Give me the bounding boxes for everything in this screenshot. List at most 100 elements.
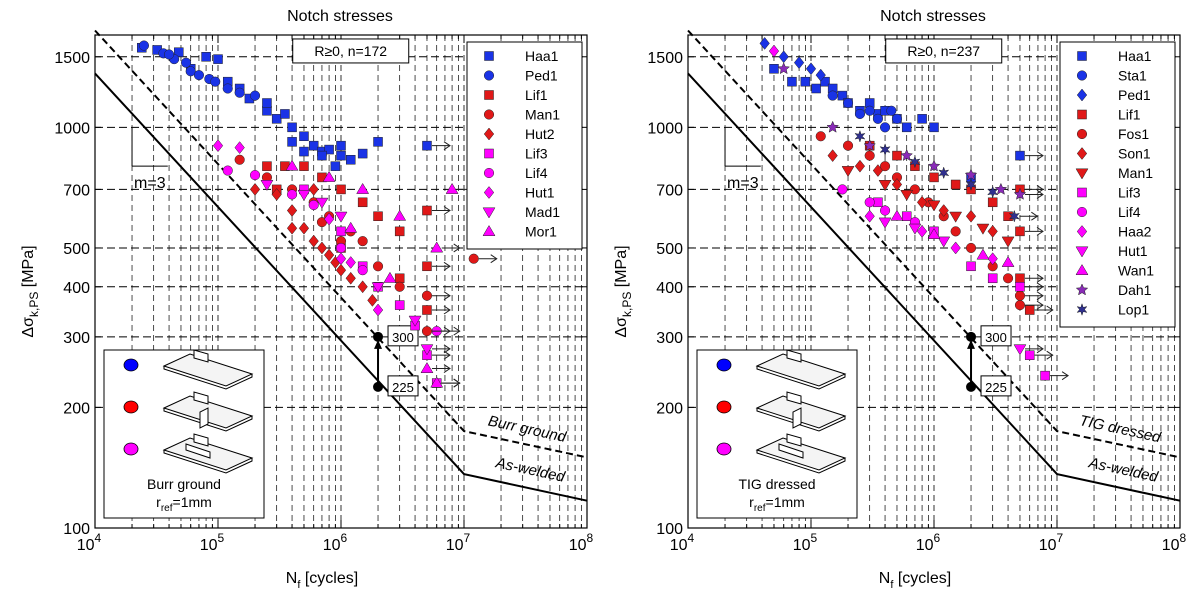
- data-point: [938, 166, 950, 180]
- data-point: [777, 62, 791, 75]
- data-point: [927, 228, 941, 240]
- curve-label-as-welded: As-welded: [1086, 454, 1160, 486]
- runout-arrow-head: [1046, 305, 1054, 315]
- data-point: [1014, 300, 1026, 311]
- runout-arrow-head: [1036, 300, 1044, 310]
- data-point: [793, 56, 805, 70]
- data-point: [249, 182, 261, 196]
- data-point: [864, 105, 875, 116]
- x-tick-exponent: 8: [1180, 531, 1187, 545]
- data-point: [1003, 211, 1013, 221]
- y-axis-label: Δσk,PS [MPa]: [613, 245, 634, 337]
- x-label-main: N: [879, 570, 891, 587]
- inset-treatment-label: Burr ground: [147, 476, 221, 492]
- data-point: [811, 83, 821, 94]
- series-lif3: [299, 184, 442, 388]
- specimen-attachment: [199, 407, 209, 429]
- data-point: [271, 188, 282, 201]
- series-lif4: [222, 165, 442, 337]
- legend-marker: [482, 207, 496, 219]
- data-point: [927, 159, 941, 172]
- data-point: [976, 248, 990, 260]
- legend-label: Lif4: [525, 165, 548, 181]
- data-point: [1003, 273, 1014, 284]
- y-tick-label: 100: [656, 521, 683, 538]
- x-tick-label: 104: [77, 531, 102, 554]
- curve-label-as-welded: As-welded: [493, 454, 567, 486]
- y-tick-label: 200: [656, 400, 683, 417]
- data-point: [864, 150, 875, 161]
- x-tick-label: 107: [446, 531, 471, 554]
- fat-label-box: [387, 375, 419, 397]
- legend-marker: [1076, 70, 1088, 81]
- data-point: [357, 265, 368, 276]
- curve-label-treated: TIG dressed: [1078, 412, 1163, 446]
- data-point: [308, 182, 319, 196]
- legend-label: Ped1: [1118, 87, 1151, 103]
- data-point: [164, 49, 175, 60]
- data-point: [308, 234, 319, 248]
- y-label-main: Δσ: [613, 317, 630, 338]
- data-point: [357, 148, 368, 159]
- fat-arrow-head: [374, 339, 383, 349]
- x-label-unit: [cycles]: [893, 570, 951, 587]
- fat-point: [966, 381, 977, 392]
- series-haa2: [768, 44, 998, 266]
- legend-marker: [482, 225, 496, 236]
- series-lif3: [873, 197, 1050, 381]
- x-tick-label: 106: [916, 531, 941, 554]
- data-point: [886, 105, 897, 116]
- legend-marker: [1077, 51, 1087, 61]
- legend-marker: [483, 186, 495, 199]
- runout-arrow-head: [1036, 226, 1044, 236]
- legend-marker: [484, 51, 494, 61]
- x-tick-base: 10: [200, 537, 218, 554]
- chart-title: Notch stresses: [880, 8, 986, 25]
- specimen-stiffener: [786, 349, 802, 363]
- x-tick-base: 10: [446, 537, 464, 554]
- plot-frame: [94, 34, 588, 529]
- data-point: [909, 184, 920, 195]
- data-point: [916, 224, 928, 238]
- x-tick-exponent: 8: [587, 531, 594, 545]
- data-point: [422, 261, 432, 272]
- legend-label: Mor1: [525, 224, 557, 240]
- data-point: [422, 140, 432, 151]
- legend-marker: [483, 109, 495, 120]
- x-tick-exponent: 5: [218, 531, 225, 545]
- y-label-unit: [MPa]: [613, 245, 630, 291]
- data-point: [1015, 226, 1025, 237]
- data-point: [987, 252, 998, 266]
- data-point: [285, 159, 299, 171]
- specimen-stiffener: [193, 349, 209, 363]
- data-point: [317, 150, 327, 161]
- y-label-main: Δσ: [20, 317, 37, 338]
- x-tick-base: 10: [1162, 537, 1180, 554]
- legend-marker: [1076, 147, 1088, 160]
- data-point: [878, 217, 892, 229]
- runout-arrow-head: [443, 206, 451, 215]
- data-point: [185, 66, 196, 77]
- data-point: [181, 57, 192, 68]
- slope-triangle: m=3: [131, 127, 168, 192]
- data-point: [872, 164, 884, 177]
- data-point: [1015, 150, 1025, 161]
- data-point: [950, 179, 961, 190]
- fat-arrow-head: [967, 339, 976, 349]
- data-point: [900, 148, 914, 162]
- legend-label: Wan1: [1118, 263, 1154, 279]
- series-ped1: [759, 36, 826, 82]
- y-tick-label: 500: [656, 241, 683, 258]
- x-tick-exponent: 4: [95, 531, 102, 545]
- ref-radius-sub: ref: [161, 503, 173, 514]
- series-mad1: [260, 180, 434, 356]
- data-point: [316, 241, 328, 255]
- data-point: [815, 68, 826, 82]
- data-point: [373, 211, 383, 221]
- fat-label-box: [980, 325, 1012, 347]
- runout-arrow-head: [1036, 291, 1044, 301]
- inset-treatment-label: TIG dressed: [738, 476, 815, 492]
- data-point: [1001, 255, 1015, 267]
- y-tick-label: 500: [63, 241, 90, 258]
- y-tick-label: 400: [63, 280, 90, 297]
